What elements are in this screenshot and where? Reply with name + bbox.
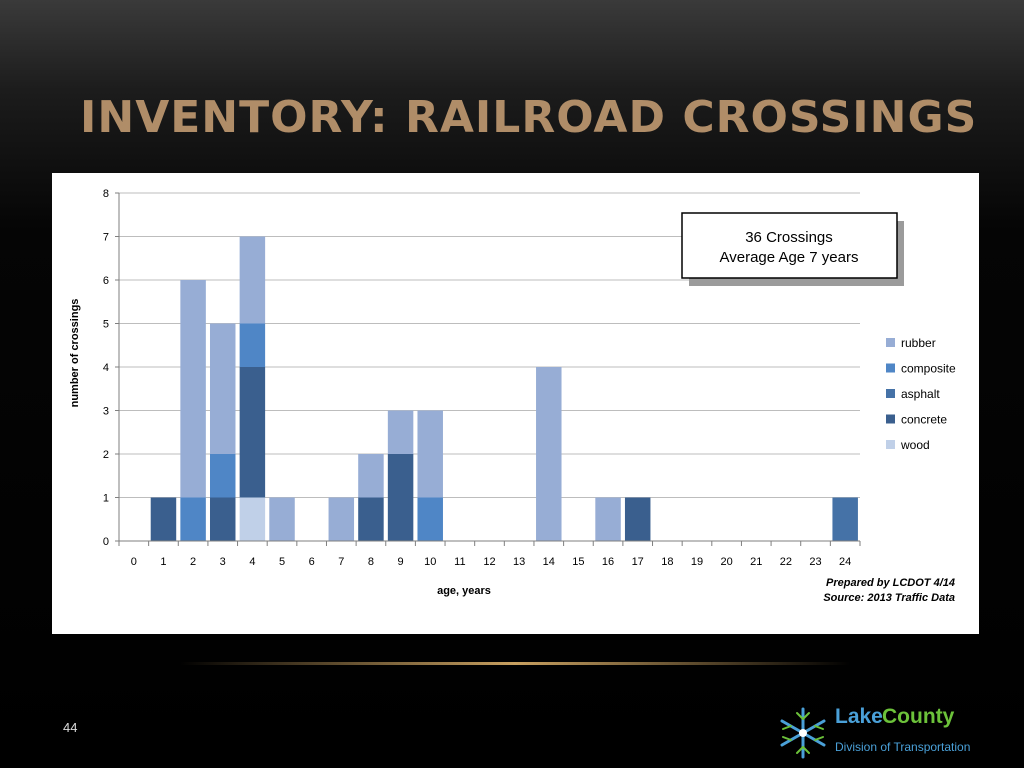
- bar-segment-concrete-age-1: [150, 497, 177, 541]
- x-tick-label: 8: [368, 556, 374, 568]
- x-tick-label: 9: [398, 556, 404, 568]
- y-axis-label: number of crossings: [69, 299, 81, 408]
- legend-swatch-wood: [886, 440, 895, 449]
- legend-swatch-concrete: [886, 414, 895, 424]
- bar-segment-rubber-age-10: [417, 410, 443, 498]
- slide-title: INVENTORY: RAILROAD CROSSINGS: [80, 92, 978, 143]
- x-tick-label: 18: [661, 556, 673, 568]
- footnote-line-2: Source: 2013 Traffic Data: [823, 592, 955, 604]
- footnote-line-1: Prepared by LCDOT 4/14: [826, 577, 955, 589]
- bar-segment-concrete-age-8: [358, 497, 384, 541]
- logo-word-lake: Lake: [835, 705, 883, 728]
- logo-subtitle: Division of Transportation: [835, 740, 971, 754]
- annotation-line-2: Average Age 7 years: [720, 249, 859, 266]
- bar-segment-composite-age-4: [239, 323, 266, 367]
- legend-swatch-asphalt: [886, 389, 895, 398]
- bar-segment-wood-age-4: [239, 497, 266, 541]
- x-tick-label: 21: [750, 556, 762, 568]
- y-tick-label: 0: [103, 536, 109, 548]
- bar-segment-rubber-age-3: [209, 323, 236, 454]
- bar-segment-rubber-age-7: [328, 497, 355, 541]
- bar-segment-concrete-age-4: [239, 367, 266, 498]
- bar-segment-rubber-age-9: [387, 410, 414, 454]
- axes: [115, 192, 861, 546]
- legend-swatch-composite: [886, 363, 895, 373]
- x-tick-label: 5: [279, 556, 285, 568]
- x-tick-labels: 0 1 2 3 4 5 6 7 8 9 10 11 12 13 14 15 16 17 18 19 20 21 22 23 24: [131, 556, 852, 568]
- lake-county-logo: Lake County Division of Transportation: [775, 705, 1015, 765]
- y-tick-label: 2: [103, 449, 109, 461]
- x-tick-label: 23: [809, 556, 821, 568]
- x-tick-label: 6: [309, 556, 315, 568]
- legend-label-composite: composite: [901, 362, 956, 376]
- x-tick-label: 16: [602, 556, 614, 568]
- x-tick-label: 13: [513, 556, 525, 568]
- legend-label-rubber: rubber: [901, 336, 936, 350]
- y-tick-label: 7: [103, 232, 109, 244]
- bar-segment-rubber-age-2: [180, 280, 206, 498]
- x-tick-label: 7: [338, 556, 344, 568]
- divider-line: [180, 662, 850, 665]
- x-tick-label: 24: [839, 556, 851, 568]
- y-tick-labels: 0 1 2 3 4 5 6 7 8: [103, 188, 109, 548]
- x-tick-label: 22: [780, 556, 792, 568]
- logo-word-county: County: [882, 705, 955, 728]
- x-tick-label: 17: [632, 556, 644, 568]
- x-tick-label: 2: [190, 556, 196, 568]
- x-tick-label: 20: [720, 556, 732, 568]
- x-axis-label: age, years: [437, 585, 491, 597]
- x-tick-label: 19: [691, 556, 703, 568]
- legend-swatch-rubber: [886, 338, 895, 347]
- y-tick-label: 6: [103, 275, 109, 287]
- legend-label-asphalt: asphalt: [901, 387, 940, 401]
- bar-segment-composite-age-2: [180, 497, 206, 541]
- y-tick-label: 4: [103, 362, 109, 374]
- legend-label-wood: wood: [900, 438, 930, 452]
- y-tick-label: 3: [103, 406, 109, 418]
- x-tick-label: 3: [220, 556, 226, 568]
- x-tick-label: 0: [131, 556, 137, 568]
- page-number: 44: [63, 720, 78, 735]
- bars: [150, 236, 858, 541]
- x-tick-label: 15: [572, 556, 584, 568]
- y-tick-label: 8: [103, 188, 109, 200]
- bar-segment-rubber-age-4: [239, 236, 266, 324]
- y-tick-label: 5: [103, 319, 109, 331]
- annotation-box: 36 Crossings Average Age 7 years: [681, 212, 904, 286]
- x-tick-label: 4: [249, 556, 255, 568]
- snowflake-logo-icon: [780, 707, 826, 759]
- bar-segment-composite-age-3: [209, 454, 236, 498]
- x-tick-label: 14: [543, 556, 555, 568]
- bar-segment-rubber-age-14: [536, 367, 562, 541]
- bar-segment-rubber-age-8: [358, 454, 384, 498]
- legend-label-concrete: concrete: [901, 413, 947, 427]
- bar-segment-concrete-age-3: [209, 497, 236, 541]
- legend: rubber composite asphalt concrete wood: [886, 336, 956, 452]
- bar-segment-composite-age-10: [417, 497, 443, 541]
- x-tick-label: 10: [424, 556, 436, 568]
- bar-segment-asphalt-age-24: [832, 497, 858, 541]
- y-tick-label: 1: [103, 493, 109, 505]
- bar-segment-rubber-age-16: [595, 497, 621, 541]
- bar-segment-concrete-age-9: [387, 454, 414, 541]
- annotation-line-1: 36 Crossings: [745, 229, 833, 246]
- x-tick-label: 11: [454, 556, 465, 568]
- x-tick-label: 1: [160, 556, 166, 568]
- bar-segment-concrete-age-17: [624, 497, 651, 541]
- bar-segment-rubber-age-5: [269, 497, 295, 541]
- x-tick-label: 12: [483, 556, 495, 568]
